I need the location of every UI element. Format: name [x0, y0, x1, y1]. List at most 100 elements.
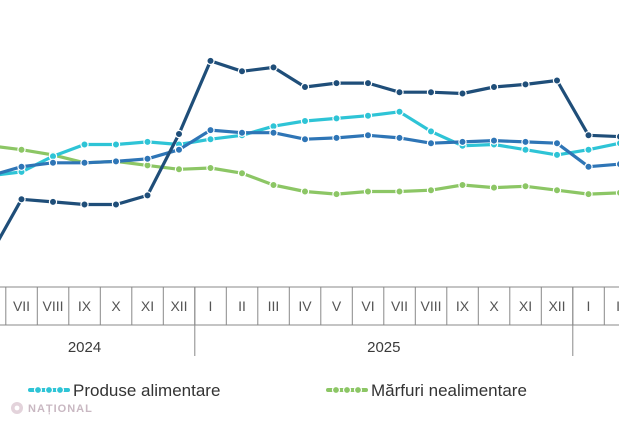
data-point-m-rfuri-nealimentare	[584, 189, 593, 199]
x-tick-label: II	[616, 298, 619, 314]
data-point-m-rfuri-nealimentare	[237, 168, 247, 178]
x-tick-label: I	[587, 298, 591, 314]
data-point-produse-alimentare	[143, 137, 152, 147]
x-tick-label: VII	[13, 298, 30, 314]
watermark-text: NAȚIONAL	[28, 403, 93, 415]
data-point-m-rfuri-nealimentare	[521, 182, 530, 191]
data-point-m-rfuri-nealimentare	[458, 180, 467, 190]
data-point-series-1	[143, 154, 152, 163]
legend-marker-marfuri-nealimentare	[331, 385, 341, 395]
data-point-series-1	[269, 128, 278, 137]
data-point-series-0	[80, 200, 89, 209]
series-series-0	[0, 56, 619, 241]
data-point-produse-alimentare	[395, 107, 404, 117]
data-point-produse-alimentare	[206, 134, 215, 144]
data-point-produse-alimentare	[111, 140, 121, 149]
legend-marker-marfuri-nealimentare	[353, 385, 363, 395]
data-point-series-0	[237, 67, 247, 76]
data-point-series-1	[332, 133, 341, 143]
data-point-produse-alimentare	[332, 114, 341, 123]
data-point-series-0	[111, 200, 121, 209]
data-point-m-rfuri-nealimentare	[426, 185, 436, 195]
data-point-produse-alimentare	[80, 140, 89, 149]
data-point-m-rfuri-nealimentare	[552, 185, 562, 195]
legend-marker-produse-alimentare	[33, 385, 43, 395]
data-point-series-0	[521, 80, 530, 89]
x-tick-label: VII	[391, 298, 408, 314]
watermark: NAȚIONAL	[11, 402, 93, 415]
data-point-m-rfuri-nealimentare	[363, 187, 373, 196]
data-point-series-0	[395, 87, 404, 97]
x-tick-label: VIII	[42, 298, 63, 314]
data-point-produse-alimentare	[615, 139, 619, 148]
data-point-series-1	[426, 138, 436, 148]
data-point-series-0	[300, 82, 310, 92]
plot-area	[0, 56, 619, 241]
data-point-m-rfuri-nealimentare	[332, 189, 341, 199]
data-point-series-0	[489, 82, 499, 92]
data-point-series-0	[174, 129, 184, 139]
data-point-series-0	[363, 78, 373, 88]
x-tick-label: II	[238, 298, 246, 314]
data-point-series-0	[426, 87, 436, 97]
data-point-series-0	[206, 56, 215, 66]
legend-marker-produse-alimentare	[44, 385, 54, 395]
data-point-series-1	[80, 158, 89, 167]
x-tick-label: IV	[298, 298, 312, 314]
data-point-produse-alimentare	[552, 150, 562, 160]
data-point-series-1	[458, 137, 467, 147]
year-label-2024: 2024	[68, 339, 101, 356]
data-point-series-1	[395, 133, 404, 143]
year-label-2025: 2025	[367, 339, 400, 356]
data-point-series-1	[237, 128, 247, 137]
data-point-series-0	[17, 195, 26, 204]
data-point-series-0	[143, 191, 152, 200]
data-point-m-rfuri-nealimentare	[489, 183, 499, 192]
data-point-m-rfuri-nealimentare	[395, 187, 404, 196]
data-point-series-1	[300, 134, 310, 144]
x-tick-label: IX	[456, 298, 470, 314]
data-point-m-rfuri-nealimentare	[206, 163, 215, 173]
data-point-series-1	[489, 136, 499, 145]
series-series-1	[0, 125, 619, 175]
data-point-series-1	[615, 160, 619, 169]
data-point-series-1	[17, 162, 26, 171]
x-tick-label: XI	[519, 298, 532, 314]
data-point-produse-alimentare	[300, 116, 310, 126]
x-tick-label: IX	[78, 298, 92, 314]
legend-label-marfuri-nealimentare: Mărfuri nealimentare	[371, 381, 527, 400]
x-tick-label: VIII	[420, 298, 441, 314]
data-point-m-rfuri-nealimentare	[17, 145, 26, 154]
data-point-series-0	[552, 76, 562, 85]
data-point-series-0	[584, 131, 593, 140]
series-line-series-0	[0, 59, 619, 241]
legend-item-produse-alimentare: Produse alimentare	[28, 381, 220, 400]
x-tick-label: XII	[548, 298, 565, 314]
data-point-produse-alimentare	[521, 145, 530, 154]
x-tick-label: V	[332, 298, 342, 314]
data-point-series-1	[174, 145, 184, 154]
x-tick-label: III	[268, 298, 280, 314]
data-point-series-1	[111, 157, 121, 166]
legend-label-produse-alimentare: Produse alimentare	[73, 381, 220, 400]
data-point-series-1	[584, 162, 593, 171]
x-tick-label: XII	[170, 298, 187, 314]
data-point-series-0	[332, 78, 341, 88]
x-tick-label: X	[111, 298, 121, 314]
data-point-produse-alimentare	[426, 127, 436, 136]
data-point-m-rfuri-nealimentare	[269, 180, 278, 190]
x-tick-label: I	[209, 298, 213, 314]
data-point-series-0	[458, 89, 467, 98]
data-point-series-1	[206, 125, 215, 135]
data-point-m-rfuri-nealimentare	[300, 187, 310, 196]
data-point-series-0	[48, 197, 58, 207]
data-point-m-rfuri-nealimentare	[174, 165, 184, 174]
data-point-m-rfuri-nealimentare	[615, 188, 619, 197]
x-axis: VIVIIVIIIIXXXIXIIIIIIIIIVVVIVIIVIIIIXXXI…	[0, 286, 619, 356]
data-point-series-1	[48, 158, 58, 167]
data-point-series-0	[269, 63, 278, 72]
legend-marker-produse-alimentare	[55, 385, 65, 395]
legend-item-marfuri-nealimentare: Mărfuri nealimentare	[326, 381, 527, 400]
data-point-series-1	[552, 138, 562, 148]
